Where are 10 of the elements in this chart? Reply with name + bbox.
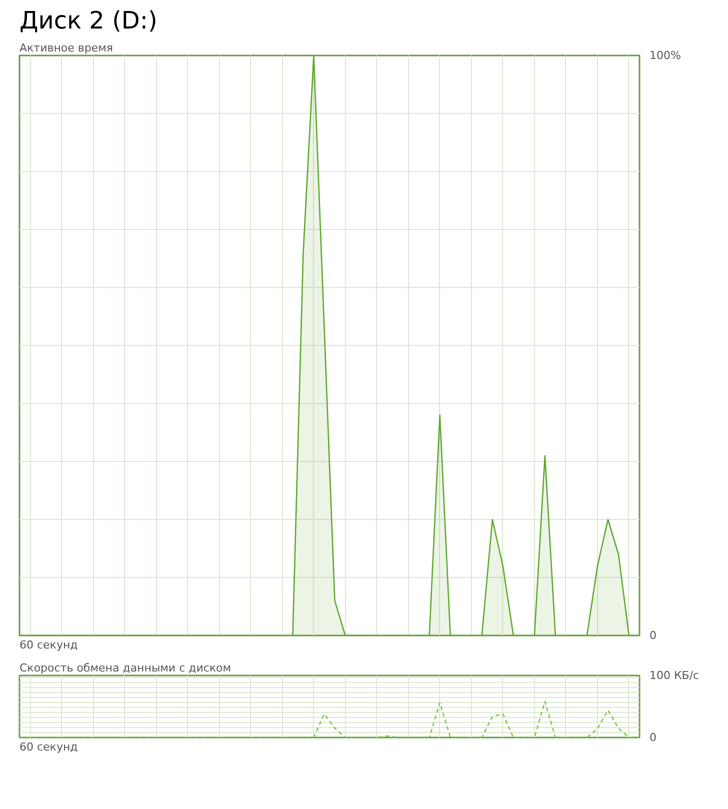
- line-series: [20, 700, 640, 738]
- y-tick-label: 100%: [650, 49, 681, 62]
- x-axis-title: 60 секунд: [20, 740, 78, 754]
- y-tick-label: 100 КБ/с: [650, 669, 700, 682]
- y-axis-title: Активное время: [20, 42, 114, 54]
- y-axis-title: Скорость обмена данными с диском: [20, 662, 232, 674]
- y-tick-label: 0: [650, 629, 656, 642]
- x-axis-title: 60 секунд: [20, 638, 78, 652]
- chart-title: Диск 2 (D:): [20, 6, 158, 34]
- y-tick-label: 0: [650, 731, 656, 744]
